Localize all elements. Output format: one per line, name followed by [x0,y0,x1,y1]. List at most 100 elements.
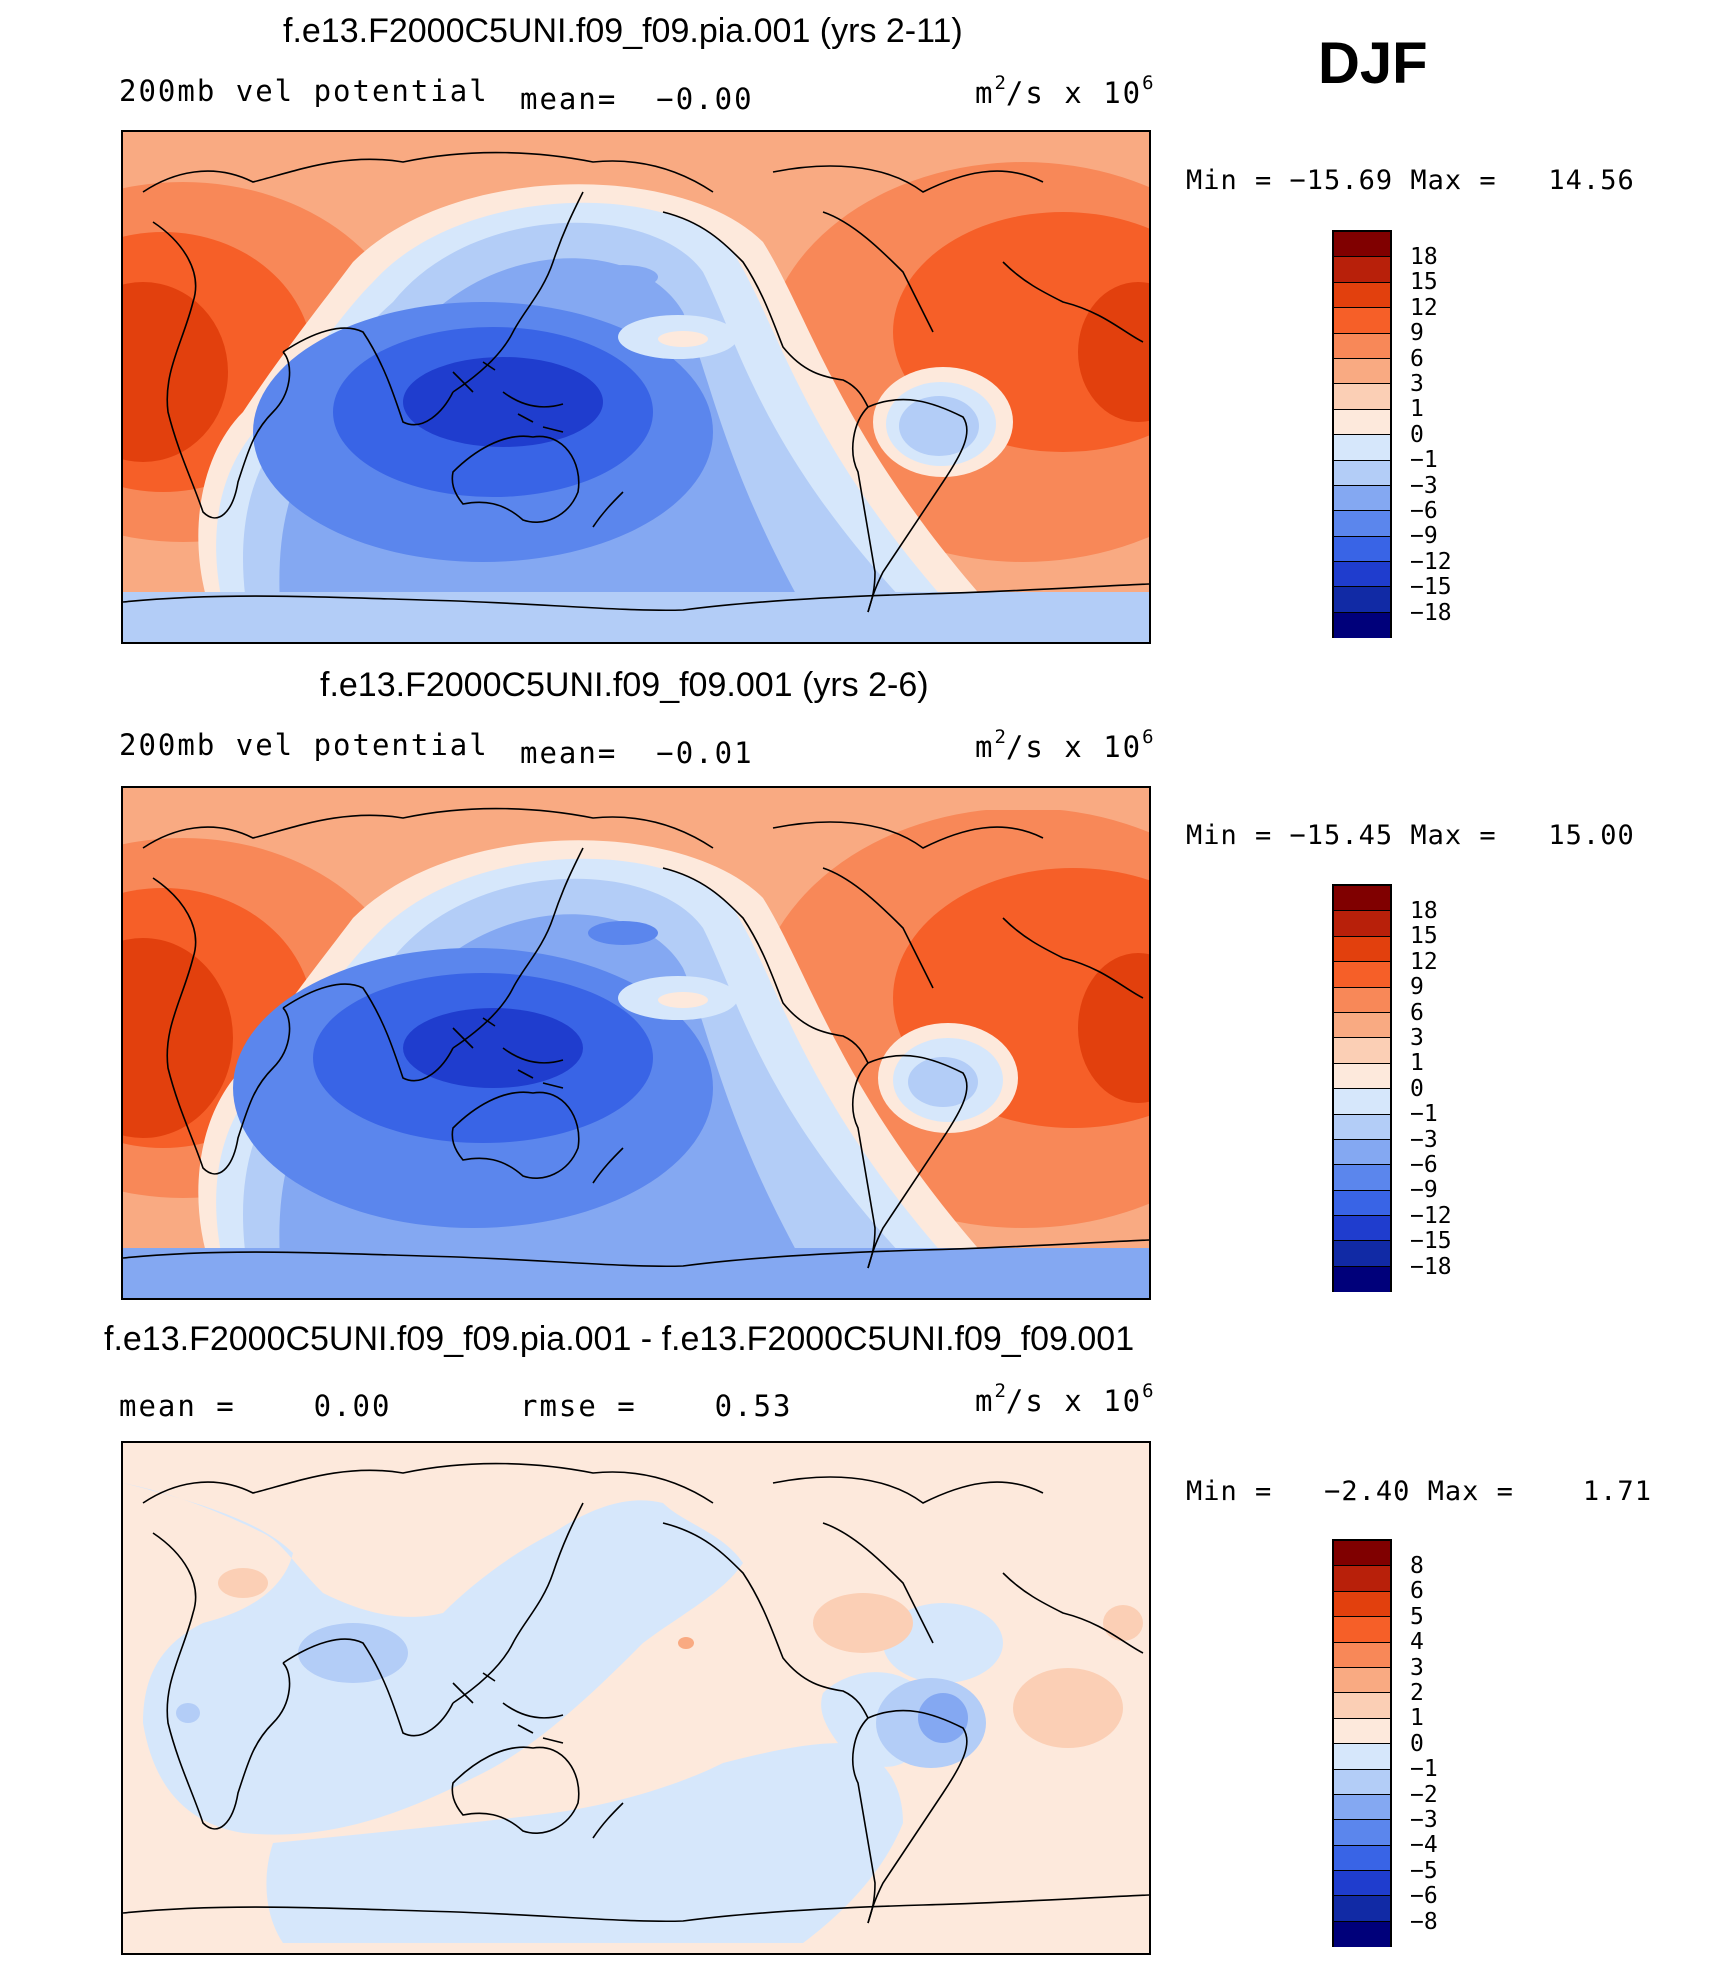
colorbar-tick-label: −18 [1410,1253,1452,1280]
panel-1-mean-value: −0.00 [656,82,754,116]
panel-3-title: f.e13.F2000C5UNI.f09_f09.pia.001 - f.e13… [104,1320,1135,1358]
colorbar-tick-label: −12 [1410,1202,1452,1229]
colorbar-tick-label: −18 [1410,599,1452,626]
colorbar-swatch [1334,587,1390,613]
colorbar-tick-label: 1 [1410,1705,1424,1732]
colorbar-tick-label: −6 [1410,1883,1438,1910]
panel-2-map [121,786,1151,1300]
colorbar-swatch [1334,1114,1390,1140]
panel-1-min-value: −15.69 [1289,165,1394,196]
colorbar-swatch [1334,1591,1390,1618]
colorbar-swatch [1334,1617,1390,1643]
panel-3-rmse: rmse = 0.53 [520,1389,792,1423]
panel-3-mean-value: 0.00 [313,1389,392,1423]
colorbar-swatch [1334,333,1390,359]
panel-2-mean: mean= −0.01 [520,736,754,770]
colorbar-tick-label: 12 [1410,294,1438,321]
colorbar-swatch [1334,1667,1390,1694]
colorbar-tick-label: 4 [1410,1629,1424,1656]
colorbar-swatch [1334,1871,1390,1897]
panel-2-units: m2/s x 106 [975,726,1154,764]
colorbar-swatch [1334,886,1390,912]
colorbar-tick-label: −1 [1410,1756,1438,1783]
colorbar-tick-label: −6 [1410,498,1438,524]
panel-1-map [121,130,1151,644]
colorbar-swatch [1334,1139,1390,1166]
colorbar-tick-label: −8 [1410,1908,1438,1935]
colorbar-tick-label: 9 [1410,320,1424,347]
units-mid: /s x 10 [1005,730,1143,764]
colorbar-swatch [1334,1012,1390,1039]
colorbar-tick-label: −1 [1410,447,1438,474]
colorbar-tick-label: −3 [1410,1126,1438,1153]
colorbar-swatch [1334,435,1390,461]
colorbar-swatch [1334,987,1390,1013]
colorbar-swatch [1334,282,1390,309]
panel-2-max-label: Max = [1410,820,1497,851]
colorbar-swatch [1334,358,1390,385]
panel-3-map [121,1441,1151,1955]
units-base: m [975,1384,995,1418]
colorbar-swatch [1334,257,1390,283]
colorbar-swatch [1334,511,1390,537]
colorbar-swatch [1334,1089,1390,1115]
colorbar-swatch [1334,1718,1390,1745]
colorbar-swatch [1334,384,1390,410]
units-exp: 2 [994,72,1006,94]
colorbar-swatch [1334,1241,1390,1267]
colorbar-tick-label: 18 [1410,244,1438,270]
panel-3-units: m2/s x 106 [975,1380,1154,1418]
colorbar-tick-label: 3 [1410,1025,1424,1051]
panel-3-max-value: 1.71 [1582,1476,1652,1507]
colorbar-swatch [1334,1216,1390,1242]
colorbar-tick-label: 3 [1410,371,1424,397]
colorbar-swatch [1334,232,1390,258]
units-exp: 2 [994,726,1006,748]
colorbar-tick-label: 15 [1410,923,1438,950]
colorbar-tick-label: 8 [1410,1553,1424,1579]
units-exp: 2 [994,1380,1006,1402]
colorbar-swatch [1334,1063,1390,1090]
panel-1-mean-label: mean= [520,82,618,116]
colorbar-swatch [1334,1642,1390,1668]
panel-2-mean-label: mean= [520,736,618,770]
colorbar-tick-label: −9 [1410,523,1438,550]
colorbar-tick-label: 18 [1410,898,1438,924]
colorbar-tick-label: −4 [1410,1832,1438,1859]
panel-2-field-label: 200mb vel potential [119,728,489,762]
panel-2-minmax: Min = −15.45 Max = 15.00 [1186,820,1635,851]
units-exp: 6 [1142,726,1154,748]
panel-3-rmse-label: rmse = [520,1389,637,1423]
panel-2-mean-value: −0.01 [656,736,754,770]
panel-3-minmax: Min = −2.40 Max = 1.71 [1186,1476,1652,1507]
colorbar-swatch [1334,1566,1390,1592]
colorbar-tick-label: 0 [1410,1730,1424,1757]
colorbar-swatch [1334,1921,1390,1948]
units-mid: /s x 10 [1005,76,1143,110]
colorbar-swatch [1334,1896,1390,1922]
panel-2-colorbar [1332,884,1392,1293]
colorbar-tick-label: 1 [1410,1050,1424,1077]
colorbar-tick-label: 5 [1410,1603,1424,1630]
colorbar-tick-label: −2 [1410,1781,1438,1808]
colorbar-tick-label: −15 [1410,574,1452,601]
colorbar-tick-label: 6 [1410,1578,1424,1605]
colorbar-swatch [1334,409,1390,436]
units-exp: 6 [1142,72,1154,94]
colorbar-tick-label: 2 [1410,1680,1424,1706]
panel-3-colorbar [1332,1539,1392,1948]
panel-3-map-svg [123,1443,1149,1953]
panel-2-min-label: Min = [1186,820,1273,851]
panel-1-map-svg [123,132,1149,642]
colorbar-swatch [1334,1820,1390,1846]
colorbar-swatch [1334,1038,1390,1064]
colorbar-tick-label: 0 [1410,1075,1424,1102]
units-base: m [975,76,995,110]
colorbar-swatch [1334,1769,1390,1795]
colorbar-swatch [1334,308,1390,334]
colorbar-swatch [1334,1266,1390,1293]
colorbar-tick-label: 0 [1410,421,1424,448]
units-base: m [975,730,995,764]
panel-1-min-label: Min = [1186,165,1273,196]
colorbar-swatch [1334,936,1390,963]
